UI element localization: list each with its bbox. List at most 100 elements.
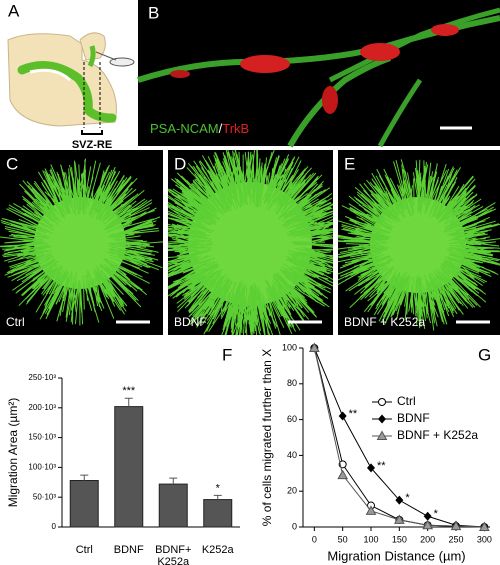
marker bbox=[338, 411, 347, 421]
panel-label: C bbox=[6, 154, 18, 173]
y-tick-label: 150·10³ bbox=[28, 433, 56, 442]
panel-label: F bbox=[222, 345, 232, 364]
x-axis-title: Migration Distance (µm) bbox=[327, 548, 465, 563]
fiber bbox=[328, 7, 500, 83]
micrograph bbox=[138, 0, 500, 146]
panel-label: A bbox=[8, 1, 20, 20]
x-tick-label: 0 bbox=[312, 534, 317, 544]
marker bbox=[365, 505, 377, 515]
panel-e: E BDNF + K252a bbox=[337, 150, 500, 335]
bracket bbox=[81, 130, 103, 135]
y-tick-label: 60 bbox=[287, 414, 297, 424]
significance: ** bbox=[377, 460, 386, 472]
x-tick-label: BDNF+ K252a bbox=[155, 544, 191, 565]
legend-label: BDNF + K252a bbox=[397, 428, 478, 442]
bar-chart: F Migration Area (µm²) 0 50·10³ 100·10³ 150·1… bbox=[6, 345, 240, 565]
x-tick-label: 200 bbox=[420, 534, 435, 544]
x-tick-label: 300 bbox=[477, 534, 492, 544]
y-tick-label: 0 bbox=[52, 522, 57, 531]
marker bbox=[422, 519, 434, 530]
marker bbox=[337, 469, 349, 480]
significance: *** bbox=[122, 385, 136, 397]
panel-a: A SVZ-RE bbox=[7, 1, 135, 151]
condition-label: BDNF bbox=[174, 315, 207, 329]
y-tick-label: 200·10³ bbox=[28, 403, 56, 412]
marker bbox=[450, 520, 462, 531]
y-tick-label: 0 bbox=[292, 521, 297, 531]
significance: * bbox=[434, 508, 439, 520]
legend-marker bbox=[378, 398, 386, 406]
bar bbox=[114, 406, 144, 528]
error-bar bbox=[80, 474, 89, 481]
error-bar bbox=[213, 494, 222, 500]
ventricle bbox=[29, 68, 72, 82]
cell bbox=[170, 70, 190, 78]
panel-label: E bbox=[344, 154, 355, 173]
error-bar bbox=[124, 397, 133, 407]
y-tick-label: 100·10³ bbox=[28, 463, 56, 472]
region-label: SVZ-RE bbox=[72, 139, 112, 151]
cell bbox=[240, 55, 290, 73]
marker bbox=[395, 495, 404, 505]
cell bbox=[431, 24, 459, 36]
marker bbox=[393, 514, 405, 524]
y-tick-label: 80 bbox=[287, 378, 297, 388]
separator: / bbox=[219, 121, 223, 136]
explant-core bbox=[370, 197, 466, 293]
dish-arrow bbox=[95, 51, 117, 61]
y-tick-label: 100 bbox=[282, 342, 297, 352]
cell bbox=[322, 86, 338, 114]
condition-label: BDNF + K252a bbox=[344, 315, 425, 329]
significance: * bbox=[216, 482, 221, 494]
explant-processes bbox=[167, 149, 334, 336]
x-tick-label: K252a bbox=[202, 544, 235, 556]
fiber bbox=[377, 78, 423, 148]
x-tick-label: 250 bbox=[448, 534, 463, 544]
panel-c: C Ctrl bbox=[0, 150, 164, 335]
explant bbox=[0, 158, 164, 326]
y-axis-title: Migration Area (µm²) bbox=[6, 398, 20, 508]
bar bbox=[203, 499, 233, 528]
x-tick-label: BDNF bbox=[114, 544, 144, 556]
legend-label: BDNF bbox=[397, 411, 430, 425]
significance: * bbox=[405, 492, 410, 504]
y-tick-label: 250·10³ bbox=[28, 373, 56, 382]
panel-label: B bbox=[148, 3, 159, 22]
y-axis-title: % of cells migrated further than X bbox=[260, 349, 274, 526]
stain-label: PSA-NCAM bbox=[150, 121, 219, 136]
marker bbox=[478, 521, 490, 531]
bar bbox=[69, 480, 99, 528]
x-tick-label: 100 bbox=[363, 534, 378, 544]
panel-label: D bbox=[174, 154, 186, 173]
x-tick-label: Ctrl bbox=[76, 544, 93, 556]
x-tick-label: 50 bbox=[338, 534, 348, 544]
y-tick-label: 40 bbox=[287, 450, 297, 460]
bar bbox=[158, 483, 188, 528]
fiber bbox=[287, 55, 391, 148]
error-bar bbox=[169, 477, 178, 485]
panel-b: B PSA-NCAM/TrkB bbox=[137, 0, 500, 148]
explant-processes bbox=[337, 159, 500, 331]
condition-label: Ctrl bbox=[6, 315, 25, 329]
cell bbox=[360, 43, 400, 61]
x-tick-label: 150 bbox=[392, 534, 407, 544]
legend-label: Ctrl bbox=[397, 394, 416, 408]
marker bbox=[308, 342, 320, 352]
line-chart: G % of cells migrated further than X Migra… bbox=[260, 342, 492, 563]
legend-marker bbox=[376, 430, 388, 440]
rms-pathway bbox=[17, 61, 117, 123]
explant-processes bbox=[0, 158, 164, 326]
significance: ** bbox=[349, 408, 358, 420]
rms-bulb bbox=[87, 45, 96, 68]
marker bbox=[423, 511, 432, 521]
marker bbox=[367, 463, 375, 473]
y-tick-label: 20 bbox=[287, 486, 297, 496]
explant bbox=[337, 159, 500, 331]
panel-label: G bbox=[478, 345, 491, 364]
explant bbox=[167, 149, 334, 336]
y-tick-label: 50·10³ bbox=[33, 492, 56, 501]
stain-label: TrkB bbox=[222, 121, 249, 136]
stain-legend: PSA-NCAM/TrkB bbox=[150, 121, 249, 136]
legend-marker bbox=[378, 414, 386, 424]
